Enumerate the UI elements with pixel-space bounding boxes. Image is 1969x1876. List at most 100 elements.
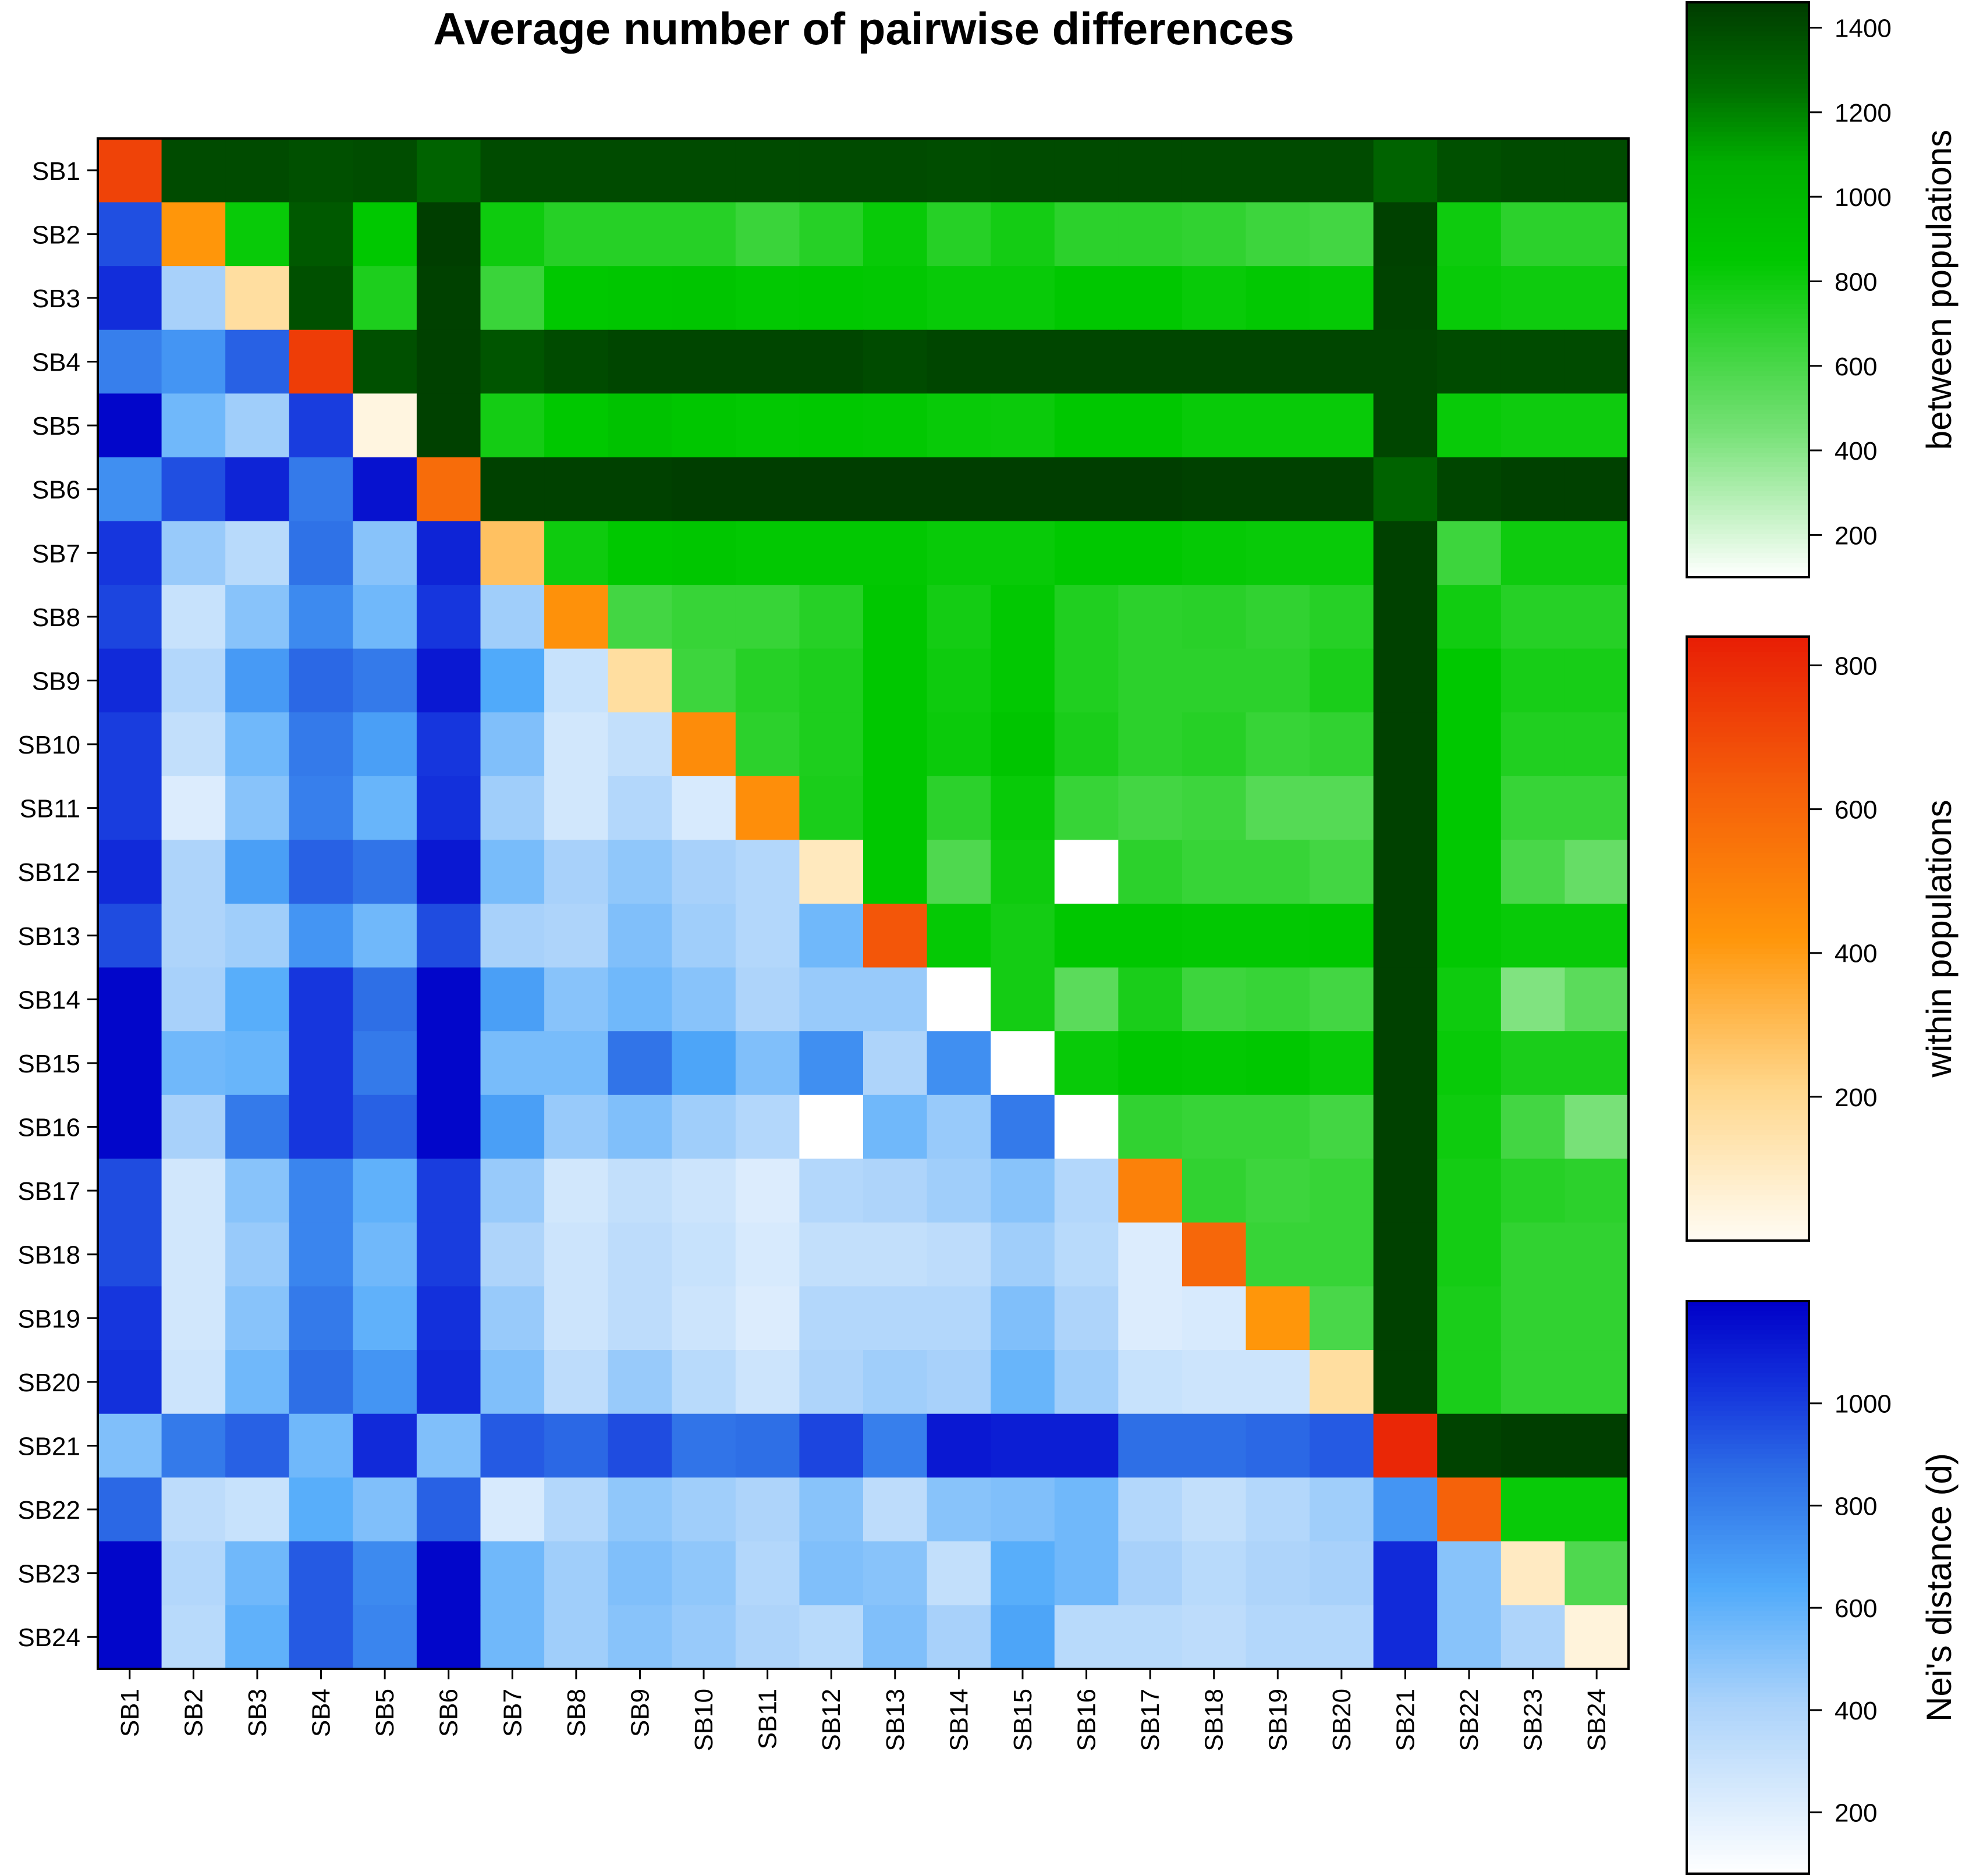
- heatmap-cell-between-SB8-SB24: [1564, 585, 1629, 649]
- colorbar-segment: [1687, 948, 1809, 954]
- heatmap-cell-nei-SB23-SB3: [225, 1541, 290, 1606]
- heatmap-cell-between-SB7-SB18: [1182, 521, 1247, 585]
- heatmap-cell-nei-SB24-SB17: [1118, 1605, 1183, 1669]
- heatmap-cell-between-SB1-SB20: [1310, 138, 1374, 203]
- heatmap-cell-nei-SB24-SB9: [608, 1605, 672, 1669]
- heatmap-cell-nei-SB14-SB7: [480, 967, 545, 1032]
- heatmap-cell-nei-SB15-SB8: [544, 1031, 609, 1096]
- heatmap-cell-nei-SB16-SB15: [991, 1095, 1055, 1159]
- y-tick-label: SB2: [32, 221, 80, 249]
- colorbar-segment: [1687, 1120, 1809, 1125]
- heatmap-cell-between-SB6-SB17: [1118, 457, 1183, 522]
- heatmap-cell-nei-SB22-SB11: [735, 1477, 800, 1542]
- colorbar-segment: [1687, 843, 1809, 849]
- heatmap-cell-nei-SB15-SB4: [289, 1031, 353, 1096]
- heatmap-cell-between-SB3-SB9: [608, 266, 672, 331]
- heatmap-cell-nei-SB18-SB3: [225, 1222, 290, 1287]
- heatmap-cell-nei-SB5-SB1: [98, 393, 162, 458]
- colorbar-segment: [1687, 390, 1809, 396]
- colorbar-segment: [1687, 1678, 1809, 1683]
- colorbar-segment: [1687, 1592, 1809, 1598]
- heatmap-cell-between-SB9-SB20: [1310, 648, 1374, 713]
- colorbar-segment: [1687, 141, 1809, 147]
- heatmap-cell-between-SB3-SB22: [1437, 266, 1502, 331]
- heatmap-cell-between-SB15-SB20: [1310, 1031, 1374, 1096]
- colorbar-segment: [1687, 833, 1809, 838]
- colorbar-segment: [1687, 280, 1809, 286]
- heatmap-cell-nei-SB17-SB13: [863, 1159, 928, 1223]
- colorbar-tick-label: 1000: [1835, 183, 1892, 212]
- heatmap-cell-between-SB12-SB14: [927, 840, 991, 904]
- colorbar-segment: [1687, 1644, 1809, 1650]
- heatmap-cell-nei-SB9-SB1: [98, 648, 162, 713]
- heatmap-cell-between-SB5-SB13: [863, 393, 928, 458]
- heatmap-cell-between-SB14-SB17: [1118, 967, 1183, 1032]
- heatmap-cell-nei-SB12-SB9: [608, 840, 672, 904]
- heatmap-cell-between-SB6-SB21: [1373, 457, 1438, 522]
- heatmap-cell-nei-SB18-SB6: [416, 1222, 481, 1287]
- heatmap-cell-between-SB6-SB12: [799, 457, 864, 522]
- colorbar-segment: [1687, 83, 1809, 89]
- heatmap-cell-between-SB16-SB21: [1373, 1095, 1438, 1159]
- colorbar-segment: [1687, 873, 1809, 879]
- colorbar-segment: [1687, 1014, 1809, 1020]
- heatmap-cell-within-SB18-SB18: [1182, 1222, 1247, 1287]
- colorbar-segment: [1687, 1320, 1809, 1326]
- colorbar-segment: [1687, 409, 1809, 415]
- y-tick-label: SB11: [20, 795, 80, 823]
- colorbar-segment: [1687, 500, 1809, 506]
- heatmap-cell-between-SB9-SB18: [1182, 648, 1247, 713]
- heatmap-cell-nei-SB15-SB13: [863, 1031, 928, 1096]
- heatmap-cell-between-SB2-SB21: [1373, 202, 1438, 267]
- heatmap-cell-nei-SB18-SB17: [1118, 1222, 1183, 1287]
- heatmap-cell-within-SB6-SB6: [416, 457, 481, 522]
- heatmap-cell-nei-SB17-SB9: [608, 1159, 672, 1223]
- heatmap-cell-nei-SB21-SB15: [991, 1413, 1055, 1478]
- heatmap-cell-between-SB4-SB18: [1182, 329, 1247, 394]
- y-tick-label: SB23: [17, 1560, 80, 1589]
- heatmap-cell-within-SB11-SB11: [735, 776, 800, 841]
- colorbar-segment: [1687, 968, 1809, 975]
- heatmap-cell-nei-SB21-SB11: [735, 1413, 800, 1478]
- heatmap-cell-nei-SB24-SB4: [289, 1605, 353, 1669]
- heatmap-cell-nei-SB20-SB9: [608, 1350, 672, 1415]
- colorbar-segment: [1687, 1367, 1809, 1373]
- heatmap-cell-nei-SB21-SB8: [544, 1413, 609, 1478]
- heatmap-cell-between-SB2-SB5: [353, 202, 417, 267]
- x-tick-label: SB13: [881, 1689, 910, 1751]
- heatmap-cell-nei-SB14-SB5: [353, 967, 417, 1032]
- heatmap-cell-nei-SB20-SB8: [544, 1350, 609, 1415]
- heatmap-cell-between-SB2-SB13: [863, 202, 928, 267]
- heatmap-cell-nei-SB15-SB14: [927, 1031, 991, 1096]
- colorbar-segment: [1687, 707, 1809, 713]
- colorbar-segment: [1687, 858, 1809, 864]
- colorbar-segment: [1687, 1099, 1809, 1106]
- heatmap-cell-nei-SB21-SB6: [416, 1413, 481, 1478]
- colorbar-segment: [1687, 1530, 1809, 1536]
- heatmap-cell-nei-SB19-SB18: [1182, 1286, 1247, 1351]
- colorbar-segment: [1687, 127, 1809, 133]
- colorbar-segment: [1687, 271, 1809, 276]
- heatmap-cell-between-SB1-SB11: [735, 138, 800, 203]
- colorbar-segment: [1687, 827, 1809, 834]
- heatmap-cell-nei-SB12-SB2: [161, 840, 226, 904]
- heatmap-cell-nei-SB23-SB21: [1373, 1541, 1438, 1606]
- heatmap-cell-nei-SB24-SB3: [225, 1605, 290, 1669]
- heatmap-cell-nei-SB20-SB6: [416, 1350, 481, 1415]
- heatmap-cell-nei-SB11-SB3: [225, 776, 290, 841]
- y-tick-label: SB15: [17, 1050, 80, 1078]
- heatmap-cell-between-SB2-SB10: [672, 202, 736, 267]
- heatmap-cell-between-SB17-SB18: [1182, 1159, 1247, 1223]
- heatmap-cell-between-SB14-SB15: [991, 967, 1055, 1032]
- colorbar-segment: [1687, 1577, 1809, 1583]
- heatmap-cell-nei-SB22-SB2: [161, 1477, 226, 1542]
- heatmap-cell-between-SB23-SB24: [1564, 1541, 1629, 1606]
- heatmap-cell-between-SB2-SB11: [735, 202, 800, 267]
- colorbar-segment: [1687, 777, 1809, 783]
- colorbar-segment: [1687, 227, 1809, 233]
- heatmap-cell-between-SB2-SB18: [1182, 202, 1247, 267]
- colorbar-segment: [1687, 1635, 1809, 1640]
- heatmap-cell-between-SB4-SB7: [480, 329, 545, 394]
- heatmap-cell-nei-SB17-SB16: [1054, 1159, 1119, 1223]
- heatmap-cell-between-SB17-SB20: [1310, 1159, 1374, 1223]
